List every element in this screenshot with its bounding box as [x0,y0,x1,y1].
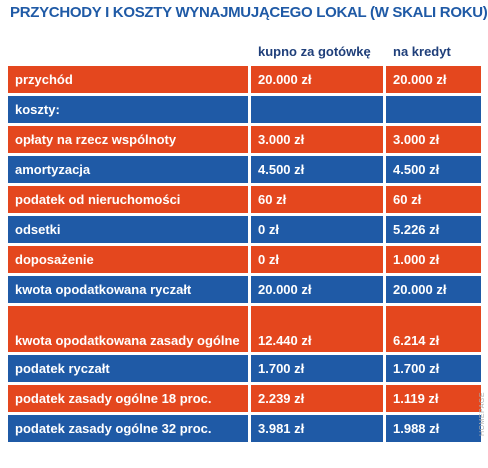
row-label: przychód [8,66,248,93]
row-cash: 12.440 zł [251,306,383,352]
row-cash: 60 zł [251,186,383,213]
row-cash [251,96,383,123]
table-row: koszty: [8,96,481,123]
table-row: odsetki 0 zł 5.226 zł [8,216,481,243]
income-costs-table: kupno za gotówkę na kredyt przychód 20.0… [5,36,484,445]
header-label [8,39,248,63]
row-label: podatek zasady ogólne 18 proc. [8,385,248,412]
row-credit: 20.000 zł [386,66,481,93]
row-cash: 0 zł [251,246,383,273]
row-credit [386,96,481,123]
row-cash: 4.500 zł [251,156,383,183]
row-label: doposażenie [8,246,248,273]
table-row: kwota opodatkowana ryczałt 20.000 zł 20.… [8,276,481,303]
row-label: podatek od nieruchomości [8,186,248,213]
row-label: opłaty na rzecz wspólnoty [8,126,248,153]
table-title: PRZYCHODY I KOSZTY WYNAJMUJĄCEGO LOKAL (… [10,4,488,21]
row-label: podatek zasady ogólne 32 proc. [8,415,248,442]
row-label: podatek ryczałt [8,355,248,382]
row-label: kwota opodatkowana zasady ogólne [8,306,248,352]
header-cash: kupno za gotówkę [258,43,371,59]
row-label: kwota opodatkowana ryczałt [8,276,248,303]
table-row: podatek zasady ogólne 32 proc. 3.981 zł … [8,415,481,442]
table-row: przychód 20.000 zł 20.000 zł [8,66,481,93]
row-credit: 4.500 zł [386,156,481,183]
table-row: kwota opodatkowana zasady ogólne 12.440 … [8,306,481,352]
row-cash: 2.239 zł [251,385,383,412]
row-credit: 3.000 zł [386,126,481,153]
header-row: kupno za gotówkę na kredyt [8,39,481,63]
row-credit: 20.000 zł [386,276,481,303]
row-credit: 1.119 zł [386,385,481,412]
row-credit: 1.988 zł [386,415,481,442]
row-cash: 1.700 zł [251,355,383,382]
table-row: podatek od nieruchomości 60 zł 60 zł [8,186,481,213]
photo-credit: HOMEPAGE [479,392,486,436]
row-credit: 1.700 zł [386,355,481,382]
row-label: odsetki [8,216,248,243]
row-cash: 20.000 zł [251,66,383,93]
row-cash: 3.981 zł [251,415,383,442]
table-row: doposażenie 0 zł 1.000 zł [8,246,481,273]
row-cash: 20.000 zł [251,276,383,303]
table-row: amortyzacja 4.500 zł 4.500 zł [8,156,481,183]
table-row: opłaty na rzecz wspólnoty 3.000 zł 3.000… [8,126,481,153]
row-cash: 0 zł [251,216,383,243]
table-row: podatek zasady ogólne 18 proc. 2.239 zł … [8,385,481,412]
row-credit: 60 zł [386,186,481,213]
row-credit: 5.226 zł [386,216,481,243]
row-cash: 3.000 zł [251,126,383,153]
header-credit: na kredyt [393,43,451,59]
table-row: podatek ryczałt 1.700 zł 1.700 zł [8,355,481,382]
row-label: koszty: [8,96,248,123]
row-credit: 1.000 zł [386,246,481,273]
row-credit: 6.214 zł [386,306,481,352]
row-label: amortyzacja [8,156,248,183]
